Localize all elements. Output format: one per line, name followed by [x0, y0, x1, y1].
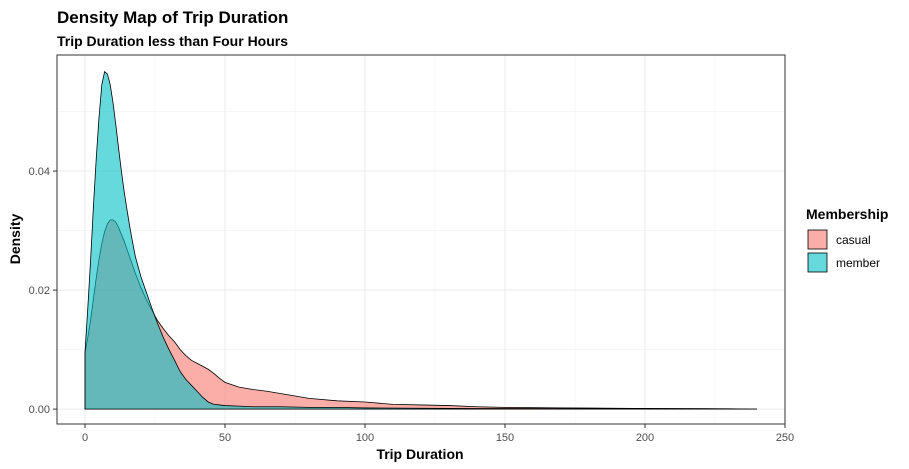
x-tick-label: 0: [82, 432, 88, 444]
legend-key-casual: [807, 229, 828, 250]
chart-title: Density Map of Trip Duration: [57, 8, 288, 27]
x-axis: 0 50 100 150 200 250: [82, 424, 794, 444]
x-tick-label: 200: [636, 432, 654, 444]
x-axis-title: Trip Duration: [376, 446, 463, 462]
x-tick-label: 100: [356, 432, 374, 444]
x-tick-label: 50: [219, 432, 231, 444]
y-tick-label: 0.00: [29, 404, 50, 416]
plot-panel: [56, 54, 786, 425]
legend-label-member: member: [836, 256, 880, 270]
x-tick-label: 150: [496, 432, 514, 444]
legend-title: Membership: [806, 206, 888, 222]
x-tick-label: 250: [776, 432, 794, 444]
legend-items: casual member: [807, 229, 880, 273]
density-area-member: [84, 70, 758, 410]
minor-gridlines: [57, 55, 785, 424]
y-tick-label: 0.02: [29, 285, 50, 297]
legend-label-casual: casual: [836, 233, 871, 247]
legend: Membership casual member: [806, 206, 888, 273]
y-tick-label: 0.04: [29, 166, 50, 178]
y-axis-title: Density: [7, 214, 23, 265]
y-axis: 0.00 0.02 0.04: [29, 166, 57, 416]
legend-key-member: [807, 252, 828, 273]
chart-subtitle: Trip Duration less than Four Hours: [57, 33, 288, 49]
panel-border: [56, 54, 786, 425]
density-areas: [84, 70, 758, 410]
